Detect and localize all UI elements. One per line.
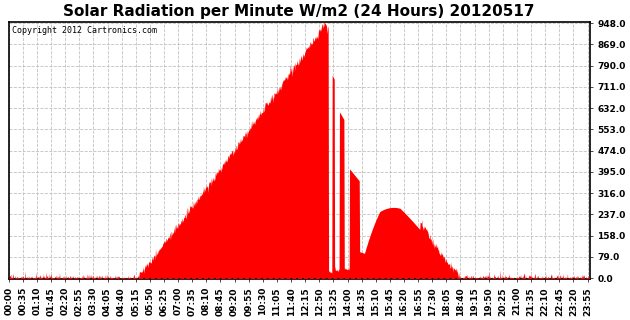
Text: Copyright 2012 Cartronics.com: Copyright 2012 Cartronics.com (11, 26, 157, 35)
Title: Solar Radiation per Minute W/m2 (24 Hours) 20120517: Solar Radiation per Minute W/m2 (24 Hour… (64, 4, 535, 19)
